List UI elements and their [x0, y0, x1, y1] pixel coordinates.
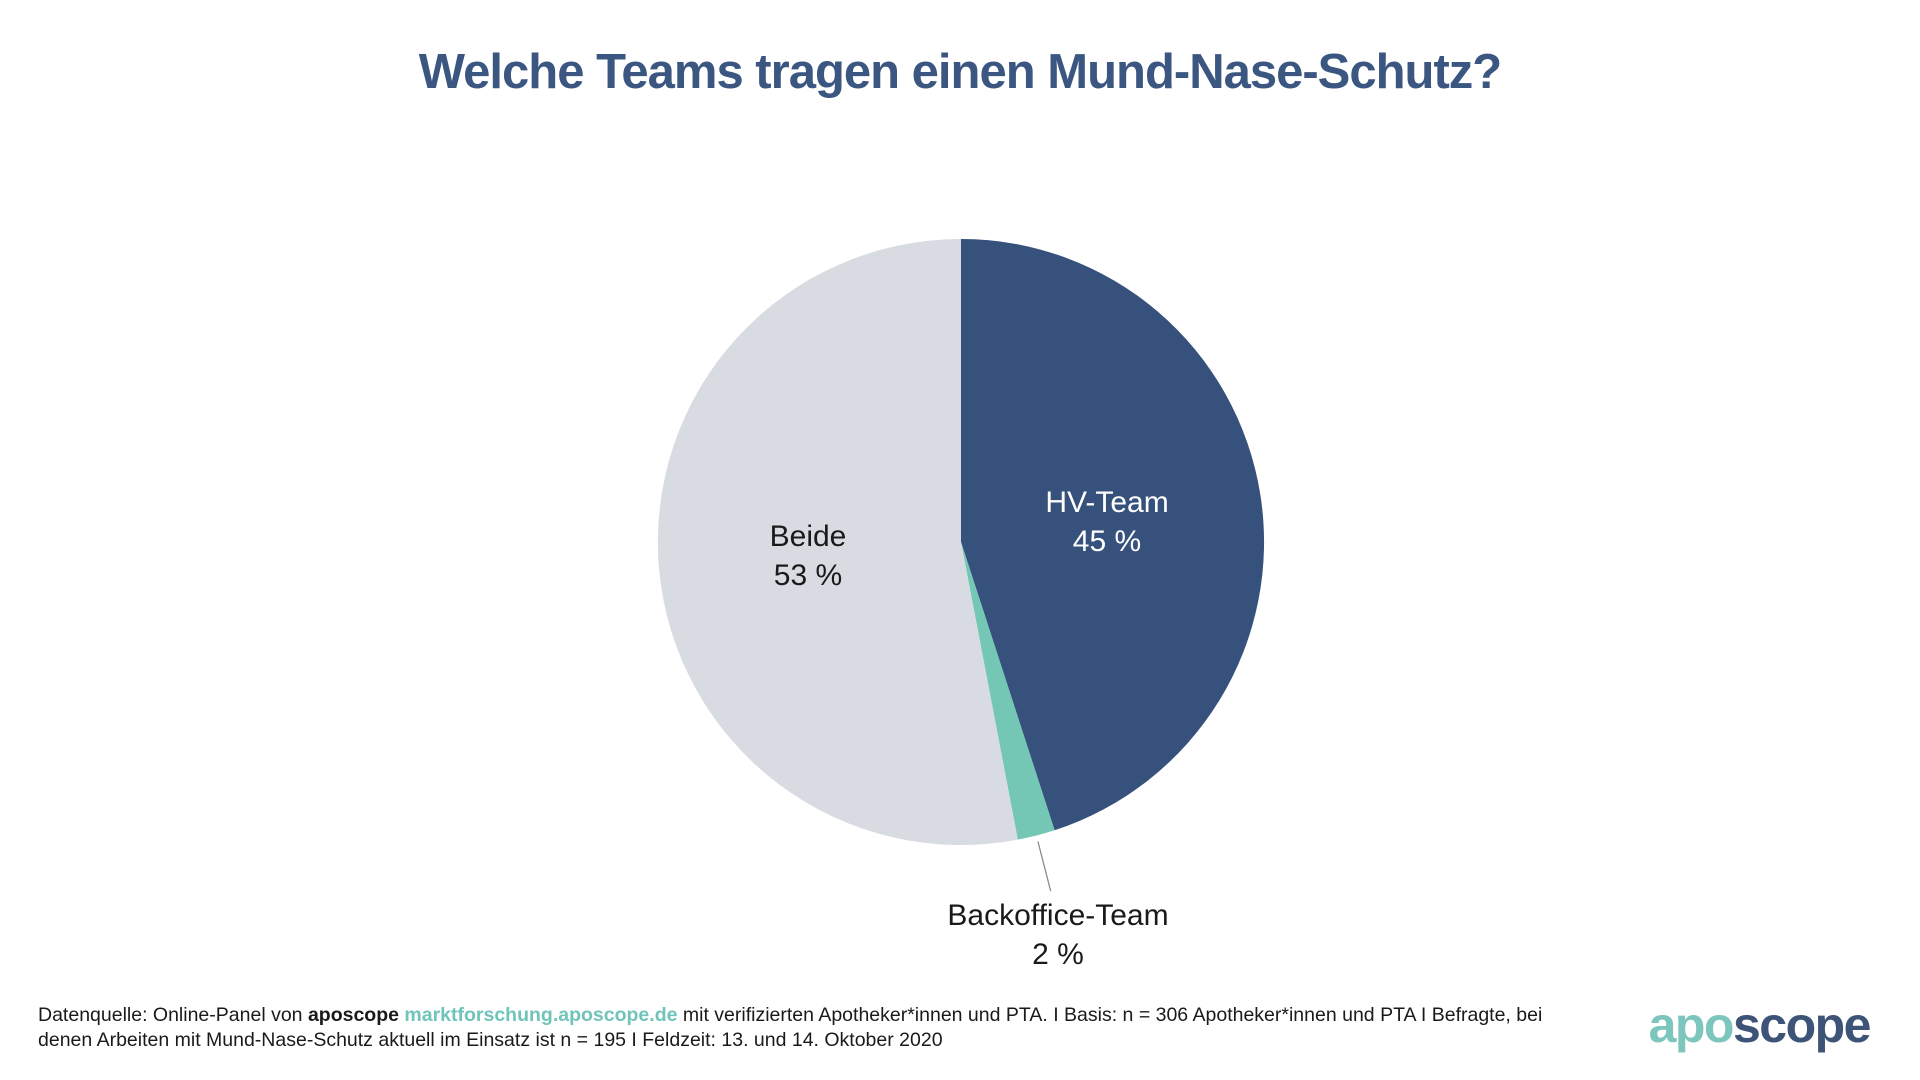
pie-label-hv-team: HV-Team 45 % [1045, 483, 1168, 561]
pie-slice-beide [657, 238, 1018, 846]
source-text-rest: mit verifizierten Apotheker*innen und PT… [677, 1004, 1543, 1026]
pie-label-backoffice-team-name: Backoffice-Team [947, 899, 1169, 932]
pie-label-hv-team-value: 45 % [1072, 525, 1142, 558]
logo-apo: apo [1648, 997, 1735, 1053]
pie-label-backoffice-team: Backoffice-Team 2 % [947, 896, 1168, 974]
logo-scope: scope [1732, 997, 1872, 1053]
aposcope-logo: aposcope [1648, 995, 1872, 1055]
leader-line-backoffice-team [1037, 841, 1052, 892]
pie-label-backoffice-team-value: 2 % [1032, 938, 1084, 971]
data-source-note: Datenquelle: Online-Panel von aposcope m… [38, 1003, 1558, 1053]
source-text-line2: denen Arbeiten mit Mund-Nase-Schutz aktu… [38, 1029, 943, 1051]
pie-slice-backoffice-team [961, 542, 1055, 840]
pie-label-beide: Beide 53 % [770, 517, 847, 595]
pie-label-beide-name: Beide [769, 520, 847, 553]
source-text-prefix: Datenquelle: Online-Panel von [38, 1004, 308, 1026]
pie-slice-hv-team [961, 238, 1265, 831]
pie-label-beide-value: 53 % [773, 559, 843, 592]
pie-label-hv-team-name: HV-Team [1045, 486, 1169, 519]
source-link[interactable]: marktforschung.aposcope.de [404, 1004, 678, 1026]
source-brand: aposcope [307, 1004, 399, 1026]
chart-title: Welche Teams tragen einen Mund-Nase-Schu… [418, 45, 1502, 99]
